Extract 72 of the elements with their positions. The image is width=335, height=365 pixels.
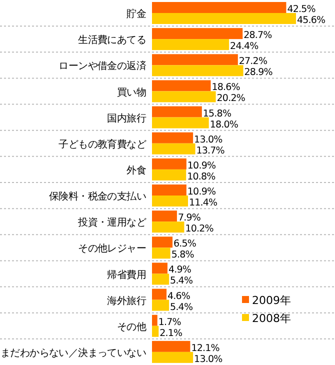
bar [152, 300, 170, 311]
y-tick-label: 買い物 [116, 87, 146, 98]
bar [152, 222, 184, 233]
data-label: 7.9% [178, 212, 201, 224]
y-tick-label: 外食 [126, 164, 146, 176]
bar [152, 106, 202, 118]
legend-label: 2008年 [252, 312, 291, 325]
data-label: 10.2% [185, 224, 214, 235]
data-label: 13.7% [196, 145, 225, 156]
data-label: 45.6% [297, 15, 326, 26]
bar [152, 274, 170, 285]
data-label: 5.4% [170, 276, 193, 287]
data-label: 10.9% [187, 160, 216, 172]
bar [152, 184, 186, 196]
y-tick-label: 国内旅行 [107, 112, 146, 124]
bar [152, 210, 177, 222]
y-tick-label: まだわからない／決まっていない [0, 346, 146, 359]
data-label: 42.5% [287, 4, 316, 15]
y-tick-label: 投資・運用など [77, 216, 146, 229]
bar [152, 91, 216, 102]
bar [152, 143, 196, 154]
data-label: 4.9% [168, 264, 192, 276]
data-label: 13.0% [194, 134, 223, 146]
data-label: 28.9% [244, 67, 273, 78]
bar [152, 352, 194, 363]
data-label: 10.9% [187, 186, 216, 198]
bar [152, 314, 158, 326]
data-label: 4.6% [168, 290, 190, 302]
legend-label: 2009年 [252, 294, 291, 307]
data-label: 18.6% [212, 82, 240, 94]
y-tick-label: ローンや借金の返済 [58, 60, 146, 72]
data-label: 24.4% [230, 41, 259, 52]
bar [152, 13, 296, 24]
y-tick-label: その他レジャー [78, 242, 146, 255]
bar [152, 132, 194, 144]
data-label: 1.7% [158, 316, 182, 328]
bar [152, 288, 167, 300]
bar [152, 262, 168, 274]
y-tick-label: 保険料・税金の支払い [48, 190, 146, 203]
y-tick-label: 帰省費用 [107, 268, 146, 281]
bar [152, 2, 286, 13]
bar [152, 54, 238, 66]
y-tick-label: その他 [116, 320, 146, 333]
y-tick-label: 生活費にあてる [78, 34, 146, 46]
data-label: 6.5% [174, 238, 196, 250]
bar [152, 248, 170, 259]
bar [152, 169, 186, 180]
bar [152, 236, 173, 248]
data-label: 5.8% [171, 250, 194, 261]
bar [152, 158, 186, 170]
data-label: 18.0% [210, 119, 238, 130]
bar [152, 326, 159, 337]
y-tick-label: 貯金 [126, 8, 146, 20]
data-label: 15.8% [202, 108, 232, 120]
bar [152, 196, 188, 206]
bar [152, 80, 211, 92]
data-label: 5.4% [170, 302, 193, 313]
data-label: 10.8% [187, 171, 216, 182]
bar [152, 28, 243, 40]
data-label: 12.1% [191, 342, 220, 354]
data-label: 13.0% [194, 354, 223, 365]
bar [152, 117, 209, 128]
y-tick-label: 海外旅行 [107, 294, 146, 307]
data-label: 2.1% [160, 328, 183, 339]
data-label: 28.7% [244, 30, 272, 42]
data-label: 20.2% [216, 93, 246, 104]
y-tick-label: 子どもの教育費など [58, 138, 146, 150]
bar [152, 39, 230, 50]
data-label: 11.4% [189, 198, 218, 208]
bar [152, 65, 244, 76]
data-label: 27.2% [238, 56, 268, 68]
bar [152, 340, 190, 352]
